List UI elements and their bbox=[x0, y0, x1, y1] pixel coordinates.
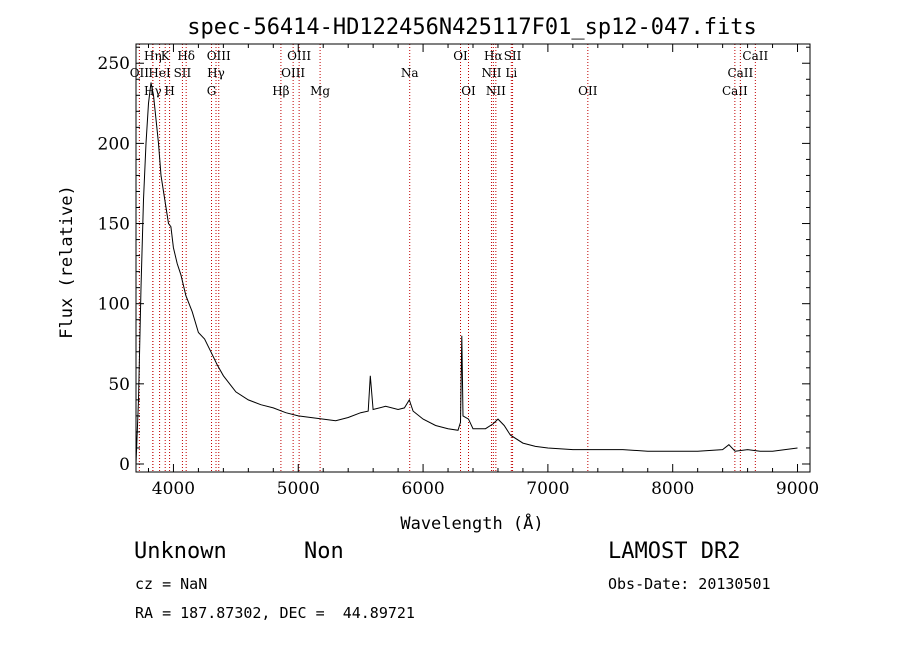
spectral-line-label: OII bbox=[130, 66, 150, 80]
spectral-line-label: OIII bbox=[281, 66, 305, 80]
x-tick-label: 7000 bbox=[526, 479, 569, 499]
spectral-line-label: OII bbox=[578, 84, 598, 98]
spectral-line-label: K bbox=[161, 49, 171, 63]
spectral-line-label: SII bbox=[174, 66, 192, 80]
spectral-line-label: Hβ bbox=[272, 84, 289, 98]
spectral-line-label: Hδ bbox=[177, 49, 195, 63]
y-tick-label: 200 bbox=[98, 134, 130, 154]
spectral-line-label: HeI bbox=[148, 66, 171, 80]
spectral-line-label: CaII bbox=[727, 66, 753, 80]
spectral-line-label: CaII bbox=[742, 49, 768, 63]
x-tick-label: 4000 bbox=[152, 479, 195, 499]
spectral-line-label: OI bbox=[453, 49, 468, 63]
y-tick-label: 100 bbox=[98, 295, 130, 315]
survey-label: LAMOST DR2 bbox=[608, 539, 741, 564]
y-tick-label: 150 bbox=[98, 215, 130, 235]
chart-title: spec-56414-HD122456N425117F01_sp12-047.f… bbox=[187, 15, 757, 40]
spectral-line-label: Hα bbox=[484, 49, 503, 63]
obs-date-label: Obs-Date: 20130501 bbox=[608, 575, 771, 593]
spectral-line-label: H bbox=[164, 84, 174, 98]
y-tick-label: 0 bbox=[119, 455, 130, 475]
spectral-line-label: SII bbox=[504, 49, 522, 63]
series-layer bbox=[135, 82, 798, 465]
redshift-label: cz = NaN bbox=[135, 575, 208, 593]
spectral-lines-layer: OIIHηHγHeIKHSIIHδGOIIIHγHβOIIIOIIIMgNaOI… bbox=[130, 44, 768, 472]
spectral-line-label: OIII bbox=[287, 49, 311, 63]
x-tick-label: 5000 bbox=[277, 479, 320, 499]
y-axis-title: Flux (relative) bbox=[57, 185, 77, 339]
spectral-line-label: Na bbox=[401, 66, 419, 80]
ticks-layer: 4000 5000 6000 7000 8000 9000 0 50 100 150 200 250 bbox=[98, 44, 819, 499]
object-class-label: Unknown bbox=[134, 539, 227, 564]
spectral-line-label: Li bbox=[505, 66, 517, 80]
x-tick-label: 9000 bbox=[776, 479, 819, 499]
plot-frame bbox=[135, 43, 811, 473]
spectral-line-label: OI bbox=[461, 84, 476, 98]
x-axis-title: Wavelength (Å) bbox=[400, 512, 543, 534]
coordinates-label: RA = 187.87302, DEC = 44.89721 bbox=[135, 604, 415, 622]
spectral-line-label: NII bbox=[481, 66, 501, 80]
x-tick-label: 8000 bbox=[651, 479, 694, 499]
subclass-label: Non bbox=[304, 539, 344, 564]
y-tick-label: 50 bbox=[108, 375, 130, 395]
x-tick-label: 6000 bbox=[401, 479, 444, 499]
spectral-line-label: Hγ bbox=[207, 66, 225, 80]
y-tick-label: 250 bbox=[98, 54, 130, 74]
spectrum-series-line bbox=[135, 82, 798, 465]
spectral-line-label: OIII bbox=[207, 49, 231, 63]
spectral-line-label: G bbox=[207, 84, 217, 98]
spectral-line-label: CaII bbox=[722, 84, 748, 98]
spectral-line-label: Mg bbox=[310, 84, 330, 98]
spectral-line-label: NII bbox=[486, 84, 506, 98]
